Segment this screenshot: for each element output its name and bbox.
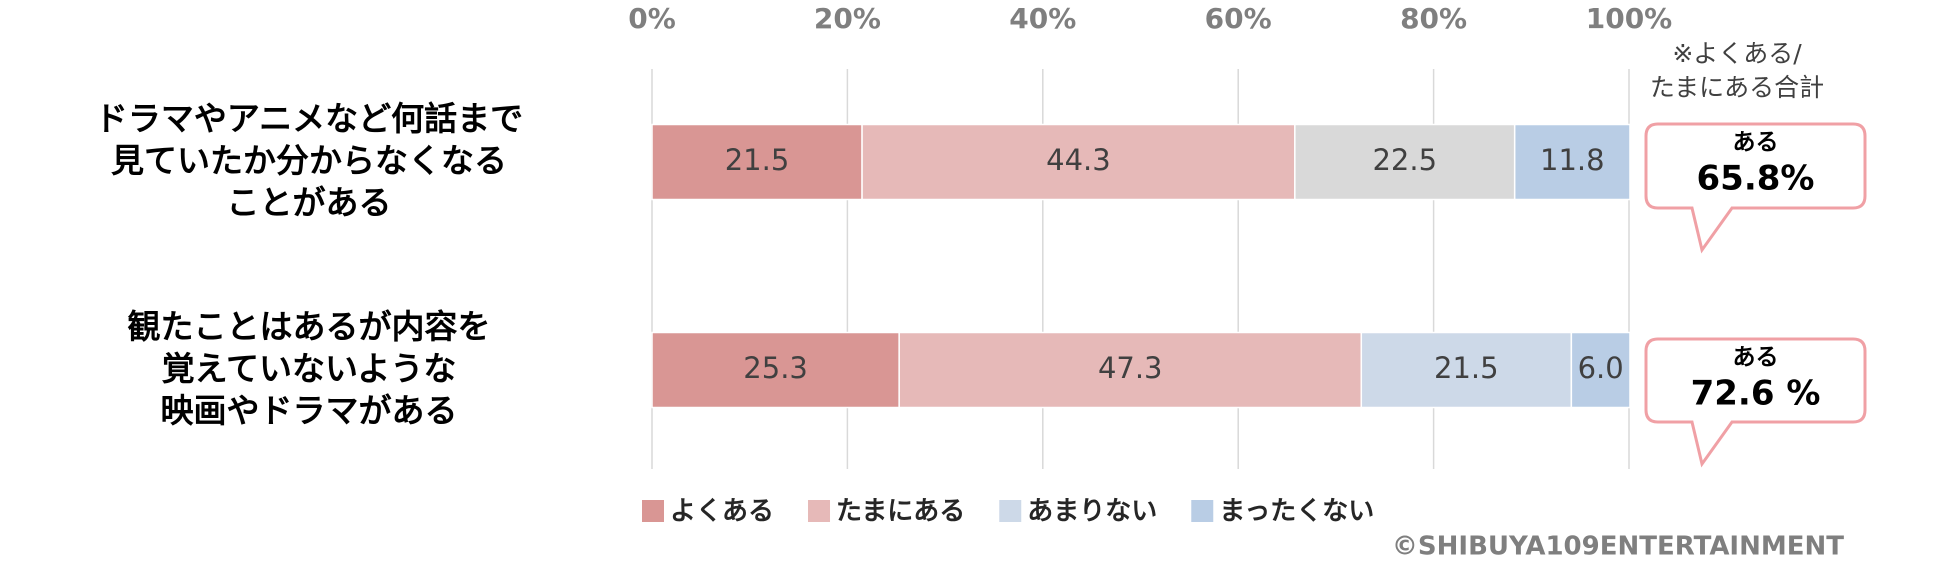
data-label: 22.5 (1372, 143, 1437, 177)
legend-swatch (999, 500, 1022, 522)
bar-segment (651, 123, 863, 201)
callout-value: 72.6 % (1691, 374, 1821, 414)
callout-bubble (1644, 122, 1867, 254)
bar-segment (1360, 331, 1573, 409)
category-label: 観たことはあるが内容を覚えていないような映画やドラマがある (128, 307, 491, 430)
callout-label: ある (1733, 130, 1779, 156)
bar-segment (1513, 123, 1631, 201)
x-tick-label: 80% (1400, 2, 1467, 35)
legend-label: たまにある (836, 497, 965, 527)
x-tick-label: 100% (1586, 2, 1673, 35)
data-label: 25.3 (743, 351, 808, 385)
x-tick-label: 60% (1205, 2, 1272, 35)
callout-bubble (1644, 337, 1867, 468)
legend-swatch (808, 500, 831, 522)
bar-segment (898, 331, 1363, 409)
legend-label: よくある (670, 497, 774, 527)
data-label: 21.5 (725, 143, 790, 177)
legend-label: あまりない (1027, 497, 1157, 527)
data-label: 11.8 (1540, 143, 1605, 177)
credit: ©SHIBUYA109ENTERTAINMENT (1392, 532, 1844, 562)
x-tick-label: 20% (814, 2, 881, 35)
data-label: 21.5 (1434, 351, 1499, 385)
data-label: 6.0 (1578, 351, 1624, 385)
data-label: 44.3 (1046, 143, 1111, 177)
x-tick-label: 40% (1009, 2, 1076, 35)
bar-segment (651, 331, 900, 409)
callout-label: ある (1733, 345, 1779, 371)
bar-segment (1570, 331, 1631, 409)
legend-swatch (642, 500, 664, 522)
category-label: ドラマやアニメなど何話まで見ていたか分からなくなることがある (95, 99, 523, 222)
data-label: 47.3 (1098, 351, 1163, 385)
legend-label: まったくない (1219, 497, 1374, 527)
legend-swatch (1191, 500, 1214, 522)
annotation: たまにある合計 (1650, 73, 1824, 102)
annotation: ※よくある/ (1672, 39, 1802, 68)
x-tick-label: 0% (628, 2, 676, 35)
callout-value: 65.8% (1697, 159, 1815, 199)
